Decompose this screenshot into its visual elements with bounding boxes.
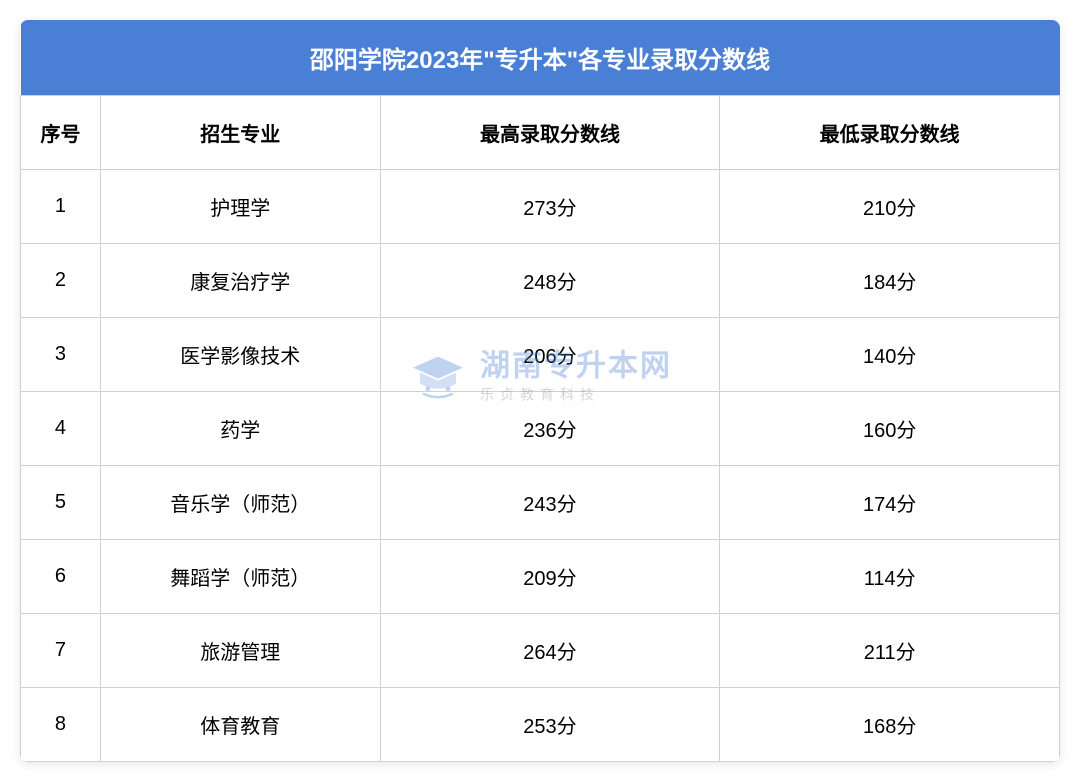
- table-row: 5 音乐学（师范） 243分 174分: [21, 466, 1060, 540]
- cell-major: 体育教育: [100, 688, 380, 762]
- cell-high: 264分: [380, 614, 720, 688]
- cell-low: 168分: [720, 688, 1060, 762]
- cell-index: 8: [21, 688, 101, 762]
- cell-high: 236分: [380, 392, 720, 466]
- cell-major: 药学: [100, 392, 380, 466]
- table-title-row: 邵阳学院2023年"专升本"各专业录取分数线: [21, 20, 1060, 96]
- cell-major: 医学影像技术: [100, 318, 380, 392]
- col-header-low: 最低录取分数线: [720, 96, 1060, 170]
- cell-low: 184分: [720, 244, 1060, 318]
- cell-high: 253分: [380, 688, 720, 762]
- cell-major: 舞蹈学（师范）: [100, 540, 380, 614]
- cell-low: 174分: [720, 466, 1060, 540]
- cell-high: 248分: [380, 244, 720, 318]
- cell-high: 209分: [380, 540, 720, 614]
- cell-index: 1: [21, 170, 101, 244]
- admission-score-table-container: 邵阳学院2023年"专升本"各专业录取分数线 序号 招生专业 最高录取分数线 最…: [20, 20, 1060, 762]
- table-header-row: 序号 招生专业 最高录取分数线 最低录取分数线: [21, 96, 1060, 170]
- table-row: 2 康复治疗学 248分 184分: [21, 244, 1060, 318]
- table-row: 3 医学影像技术 206分 140分: [21, 318, 1060, 392]
- cell-index: 5: [21, 466, 101, 540]
- table-row: 7 旅游管理 264分 211分: [21, 614, 1060, 688]
- table-row: 6 舞蹈学（师范） 209分 114分: [21, 540, 1060, 614]
- cell-major: 旅游管理: [100, 614, 380, 688]
- cell-low: 140分: [720, 318, 1060, 392]
- cell-low: 211分: [720, 614, 1060, 688]
- cell-high: 273分: [380, 170, 720, 244]
- col-header-index: 序号: [21, 96, 101, 170]
- cell-low: 114分: [720, 540, 1060, 614]
- admission-score-table: 邵阳学院2023年"专升本"各专业录取分数线 序号 招生专业 最高录取分数线 最…: [20, 20, 1060, 762]
- cell-index: 3: [21, 318, 101, 392]
- cell-major: 音乐学（师范）: [100, 466, 380, 540]
- col-header-major: 招生专业: [100, 96, 380, 170]
- table-row: 1 护理学 273分 210分: [21, 170, 1060, 244]
- cell-high: 243分: [380, 466, 720, 540]
- cell-major: 康复治疗学: [100, 244, 380, 318]
- cell-high: 206分: [380, 318, 720, 392]
- cell-index: 2: [21, 244, 101, 318]
- table-body: 1 护理学 273分 210分 2 康复治疗学 248分 184分 3 医学影像…: [21, 170, 1060, 762]
- cell-index: 7: [21, 614, 101, 688]
- table-row: 8 体育教育 253分 168分: [21, 688, 1060, 762]
- cell-low: 160分: [720, 392, 1060, 466]
- cell-low: 210分: [720, 170, 1060, 244]
- table-title: 邵阳学院2023年"专升本"各专业录取分数线: [21, 20, 1060, 96]
- cell-index: 4: [21, 392, 101, 466]
- col-header-high: 最高录取分数线: [380, 96, 720, 170]
- cell-major: 护理学: [100, 170, 380, 244]
- table-row: 4 药学 236分 160分: [21, 392, 1060, 466]
- cell-index: 6: [21, 540, 101, 614]
